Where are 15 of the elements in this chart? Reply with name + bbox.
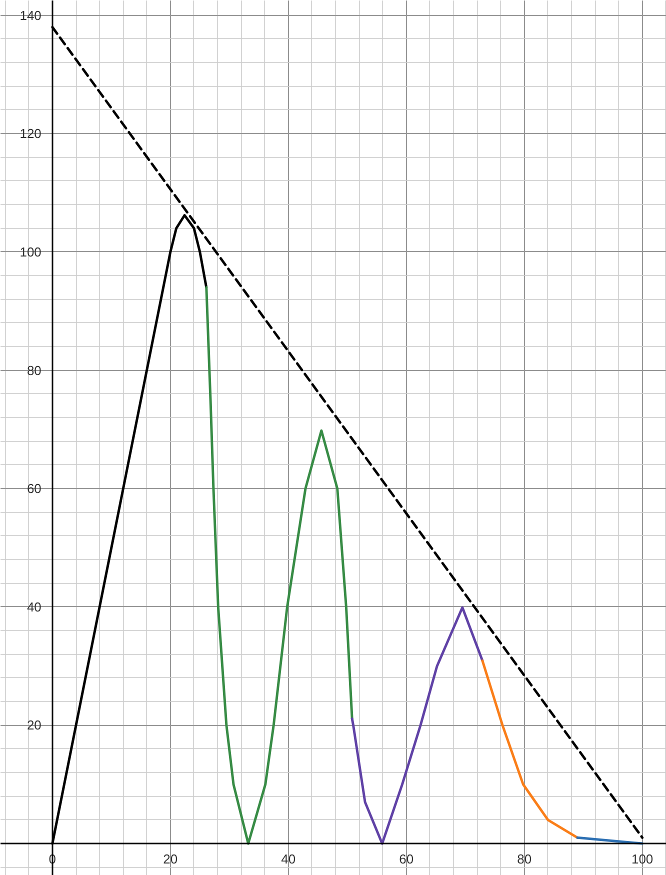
x-tick-label: 20 bbox=[163, 852, 178, 867]
y-tick-label: 20 bbox=[26, 718, 42, 733]
x-tick-label: 40 bbox=[281, 852, 296, 867]
line-series bbox=[481, 659, 579, 839]
x-tick-label: 100 bbox=[631, 852, 654, 867]
y-tick-label: 120 bbox=[20, 126, 42, 142]
x-tick-label: 80 bbox=[517, 852, 532, 867]
y-tick-label: 80 bbox=[26, 362, 42, 378]
y-tick-label: 40 bbox=[26, 599, 42, 614]
x-tick-label: 60 bbox=[399, 852, 414, 867]
line-series bbox=[205, 286, 354, 845]
y-tick-label: 140 bbox=[20, 8, 42, 23]
y-tick-label: 60 bbox=[26, 481, 42, 496]
line-series bbox=[350, 606, 484, 845]
y-tick-label: 100 bbox=[20, 244, 42, 260]
